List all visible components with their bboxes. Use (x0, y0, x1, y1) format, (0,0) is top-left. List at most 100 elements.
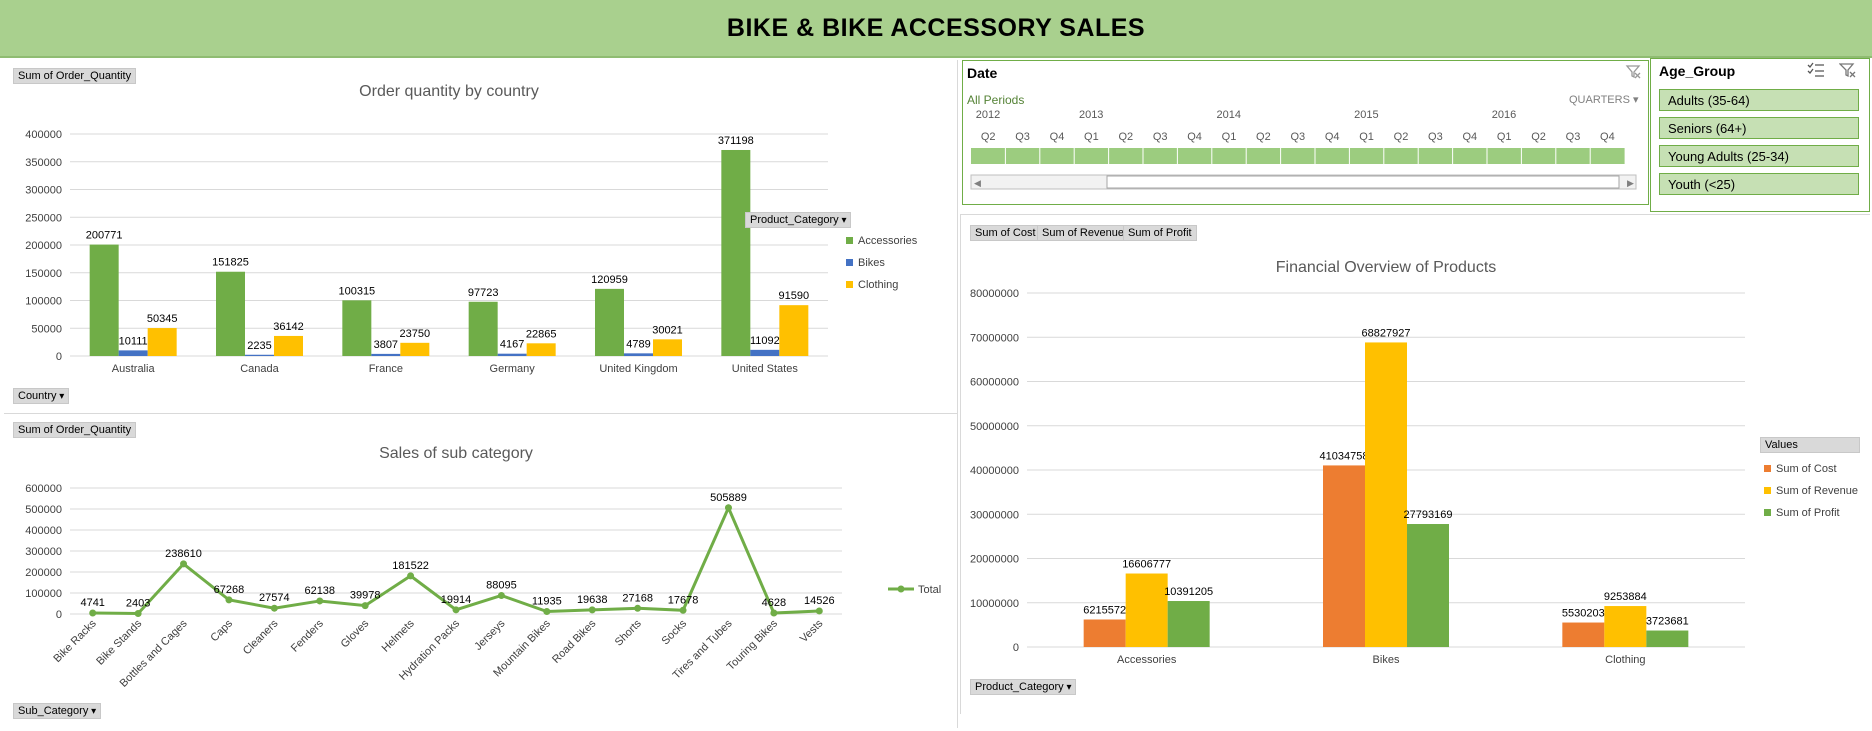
data-label: 67268 (214, 584, 245, 596)
financial-chart: Financial Overview of Products 0 10000000 2… (970, 259, 1858, 666)
data-label: 2235 (247, 340, 271, 352)
bar (274, 335, 303, 356)
y-tick-label: 100000 (25, 296, 62, 308)
x-tick-label: Road Bikes (550, 617, 599, 666)
subcategory-value-field-button[interactable]: Sum of Order_Quantity (13, 422, 137, 438)
bar (118, 350, 148, 356)
x-tick-label: Gloves (339, 617, 372, 650)
y-tick-label: 0 (56, 351, 62, 363)
bar (595, 288, 624, 356)
chart-title: Financial Overview of Products (1276, 259, 1497, 276)
data-label: 41034758 (1320, 450, 1369, 462)
product-category-legend-button[interactable]: Product_Category (745, 212, 852, 228)
time-level-dropdown[interactable]: QUARTERS ▾ (1569, 93, 1639, 106)
timeline-quarter-label: Q3 (1015, 131, 1030, 143)
country-axis-field-button[interactable]: Country (13, 388, 70, 404)
data-label: 62138 (304, 585, 335, 597)
y-tick-label: 80000000 (970, 288, 1019, 300)
x-tick-label: France (369, 363, 403, 375)
financial-chart-panel: Sum of Cost Sum of Revenue Sum of Profit… (960, 214, 1870, 714)
data-label: 100315 (338, 285, 375, 297)
revenue-value-field-button[interactable]: Sum of Revenue (1037, 225, 1129, 241)
timeline-year-label: 2016 (1492, 109, 1516, 121)
timeline-quarter-label: Q4 (1187, 131, 1202, 143)
bar (526, 343, 556, 356)
subcategory-chart-panel: Sum of Order_Quantity Sales of sub categ… (4, 414, 958, 728)
legend-marker (897, 585, 905, 593)
data-label: 17678 (668, 594, 699, 606)
y-tick-label: 400000 (25, 525, 62, 537)
data-label: 88095 (486, 580, 517, 592)
profit-value-field-button[interactable]: Sum of Profit (1123, 225, 1197, 241)
x-tick-label: Australia (112, 363, 156, 375)
bar (497, 353, 527, 356)
data-label: 181522 (392, 560, 429, 572)
age-item[interactable]: Adults (35-64) (1659, 89, 1859, 111)
legend-entry: Total (918, 584, 941, 596)
clear-filter-icon[interactable] (1838, 62, 1857, 82)
timeline-quarter-label: Q2 (981, 131, 996, 143)
y-tick-label: 150000 (25, 268, 62, 280)
data-label: 371198 (718, 135, 754, 147)
data-point (361, 602, 369, 610)
timeline-quarter-label: Q2 (1531, 131, 1546, 143)
x-tick-label: Accessories (1117, 654, 1177, 666)
bar (147, 328, 177, 356)
data-label: 19914 (441, 594, 472, 606)
bar (1646, 630, 1689, 647)
x-tick-label: Jerseys (472, 617, 508, 653)
timeline-selection-band (971, 148, 1625, 164)
dashboard-title: BIKE & BIKE ACCESSORY SALES (726, 14, 1146, 42)
age-item[interactable]: Seniors (64+) (1659, 117, 1859, 139)
country-chart-panel: Sum of Order_Quantity Order quantity by … (4, 60, 958, 414)
clear-filter-icon[interactable] (1625, 63, 1641, 83)
financial-axis-field-button[interactable]: Product_Category (970, 679, 1077, 695)
x-tick-label: Cleaners (241, 617, 281, 657)
bar (653, 339, 682, 356)
y-tick-label: 50000 (31, 323, 62, 335)
timeline-quarter-label: Q2 (1394, 131, 1409, 143)
legend-entry: Bikes (858, 257, 885, 269)
timeline-quarter-label: Q1 (1359, 131, 1374, 143)
subcategory-axis-field-button[interactable]: Sub_Category (13, 703, 102, 719)
legend-entry: Sum of Cost (1776, 463, 1837, 475)
x-tick-label: Shorts (613, 617, 644, 648)
data-point (770, 609, 778, 617)
data-label: 4789 (626, 338, 650, 350)
bar (1167, 601, 1210, 647)
x-tick-label: Bike Stands (94, 617, 144, 667)
data-label: 4628 (762, 597, 786, 609)
date-timeline-slicer: Date All Periods QUARTERS ▾ 2012 2013 2014… (962, 60, 1649, 205)
legend-swatch (846, 259, 853, 266)
x-tick-label: Bike Racks (51, 617, 99, 665)
timeline-quarter-label: Q3 (1290, 131, 1305, 143)
multi-select-icon[interactable] (1807, 62, 1825, 82)
bar (1083, 619, 1126, 647)
bar (468, 301, 498, 356)
timeline-bar[interactable]: 2012 2013 2014 2015 2016 Q2 Q3 Q4 Q1 Q2 Q3 Q4 Q1 Q2 Q3… (963, 95, 1648, 205)
cost-value-field-button[interactable]: Sum of Cost (970, 225, 1041, 241)
data-label: 11092 (750, 335, 780, 347)
age-item[interactable]: Young Adults (25-34) (1659, 145, 1859, 167)
x-tick-label: Socks (660, 617, 690, 647)
legend-entry: Clothing (858, 279, 898, 291)
data-label: 10111 (119, 335, 148, 347)
timeline-quarter-label: Q4 (1325, 131, 1340, 143)
country-value-field-button[interactable]: Sum of Order_Quantity (13, 68, 137, 84)
x-tick-label: Fenders (289, 617, 326, 654)
legend-swatch (1764, 487, 1771, 494)
y-tick-label: 50000000 (970, 421, 1019, 433)
data-label: 27574 (259, 592, 290, 604)
country-chart: Order quantity by country 0 50000 100000 150… (25, 83, 918, 375)
bar (1365, 342, 1407, 647)
y-tick-label: 300000 (25, 546, 62, 558)
data-label: 5530203 (1562, 608, 1605, 620)
age-item[interactable]: Youth (<25) (1659, 173, 1859, 195)
y-tick-label: 400000 (25, 129, 62, 141)
timeline-quarter-label: Q3 (1153, 131, 1168, 143)
y-tick-label: 200000 (25, 567, 62, 579)
y-tick-label: 40000000 (970, 465, 1019, 477)
bar (1562, 622, 1605, 647)
legend-swatch (846, 237, 853, 244)
data-label: 505889 (710, 492, 747, 504)
